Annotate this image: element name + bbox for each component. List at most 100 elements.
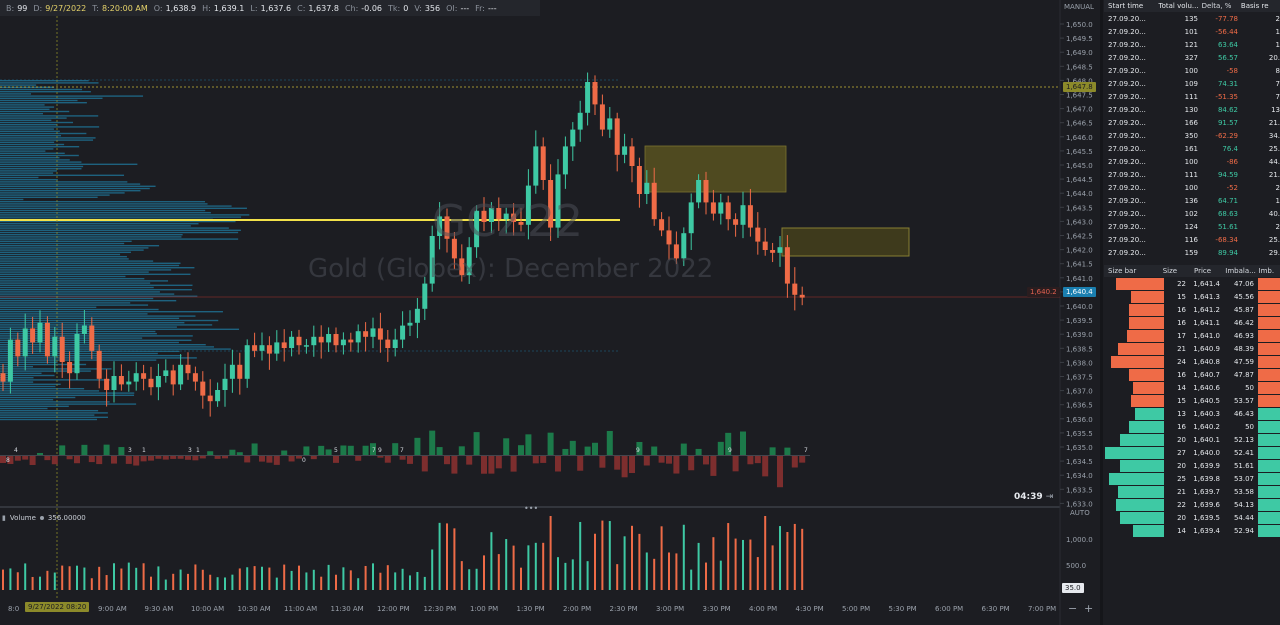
candle-body[interactable]	[644, 182, 650, 194]
dom-row[interactable]: 22 1,639.6 54.13	[1104, 498, 1280, 511]
candle-body[interactable]	[407, 322, 413, 326]
candle-body[interactable]	[703, 180, 709, 203]
candle-body[interactable]	[392, 339, 398, 348]
candle-body[interactable]	[326, 334, 332, 343]
candle-body[interactable]	[303, 345, 309, 347]
candle-body[interactable]	[718, 202, 724, 214]
candle-body[interactable]	[570, 129, 576, 147]
candle-body[interactable]	[96, 350, 102, 379]
cluster-row[interactable]: 27.09.20... 116 -68.34 25.	[1104, 233, 1280, 246]
cluster-row[interactable]: 27.09.20... 101 -56.44 1	[1104, 25, 1280, 38]
candle-body[interactable]	[133, 373, 139, 382]
candle-body[interactable]	[496, 208, 502, 220]
candle-body[interactable]	[7, 339, 13, 382]
candle-body[interactable]	[577, 112, 583, 130]
candle-body[interactable]	[481, 210, 487, 222]
auto-scale-button[interactable]: AUTO	[1070, 509, 1090, 517]
candle-body[interactable]	[118, 376, 124, 385]
candle-body[interactable]	[792, 283, 798, 295]
cluster-row[interactable]: 27.09.20... 100 -86 44.	[1104, 155, 1280, 168]
poc-line[interactable]	[0, 219, 620, 221]
candle-body[interactable]	[22, 328, 28, 357]
candle-body[interactable]	[244, 345, 250, 379]
candle-body[interactable]	[799, 294, 805, 298]
candle-body[interactable]	[148, 378, 154, 388]
candle-body[interactable]	[400, 325, 406, 340]
dom-row[interactable]: 20 1,639.5 54.44	[1104, 511, 1280, 524]
candle-body[interactable]	[222, 378, 228, 390]
candle-body[interactable]	[259, 345, 265, 351]
candle-body[interactable]	[229, 364, 235, 379]
candle-body[interactable]	[459, 258, 465, 276]
dom-row[interactable]: 16 1,641.1 46.42	[1104, 316, 1280, 329]
candle-body[interactable]	[725, 202, 731, 220]
candle-body[interactable]	[451, 238, 457, 259]
candle-body[interactable]	[89, 325, 95, 351]
candle-body[interactable]	[437, 216, 443, 236]
cluster-row[interactable]: 27.09.20... 100 -58 8	[1104, 64, 1280, 77]
candle-body[interactable]	[207, 395, 213, 402]
candle-body[interactable]	[585, 82, 591, 113]
candle-body[interactable]	[340, 339, 346, 346]
candle-body[interactable]	[429, 236, 435, 284]
col-size-bar[interactable]: Size bar	[1108, 267, 1137, 275]
candle-body[interactable]	[74, 334, 80, 374]
candle-body[interactable]	[614, 118, 620, 155]
candle-body[interactable]	[525, 185, 531, 225]
candle-body[interactable]	[155, 376, 161, 388]
zoom-out-button[interactable]: −	[1068, 602, 1078, 615]
dom-row[interactable]: 17 1,641.0 46.93	[1104, 329, 1280, 342]
candle-body[interactable]	[607, 118, 613, 130]
candle-body[interactable]	[740, 205, 746, 225]
price-chart[interactable]: ••• 4 3 1 3 1 5 7 9 7 9 9 78 0 1,650.01,649.51,649.0…	[0, 0, 1100, 625]
candle-body[interactable]	[784, 247, 790, 284]
candle-body[interactable]	[666, 230, 672, 245]
candle-body[interactable]	[540, 146, 546, 180]
col-delta[interactable]: Delta, %	[1201, 2, 1232, 10]
cluster-row[interactable]: 27.09.20... 121 63.64 1	[1104, 38, 1280, 51]
dom-row[interactable]: 16 1,640.7 47.87	[1104, 368, 1280, 381]
col-total-volume[interactable]: Total volu...	[1158, 2, 1198, 10]
candle-body[interactable]	[252, 345, 258, 351]
candle-body[interactable]	[385, 339, 391, 348]
candle-body[interactable]	[0, 373, 6, 382]
panel-divider[interactable]	[1100, 0, 1103, 625]
candle-body[interactable]	[555, 174, 561, 228]
candle-body[interactable]	[592, 82, 598, 105]
dom-row[interactable]: 20 1,640.1 52.13	[1104, 433, 1280, 446]
candle-body[interactable]	[355, 331, 361, 343]
supply-zone[interactable]	[644, 145, 787, 193]
candle-body[interactable]	[733, 219, 739, 225]
candle-body[interactable]	[281, 342, 287, 348]
candle-body[interactable]	[163, 370, 169, 376]
candle-body[interactable]	[518, 222, 524, 225]
candle-body[interactable]	[696, 180, 702, 203]
candle-body[interactable]	[755, 227, 761, 242]
candle-body[interactable]	[170, 370, 176, 385]
dom-row[interactable]: 24 1,640.8 47.59	[1104, 355, 1280, 368]
cluster-row[interactable]: 27.09.20... 109 74.31 7	[1104, 77, 1280, 90]
candle-body[interactable]	[488, 208, 494, 222]
candle-body[interactable]	[622, 146, 628, 155]
candle-body[interactable]	[377, 328, 383, 340]
dom-row[interactable]: 21 1,640.9 48.39	[1104, 342, 1280, 355]
cluster-row[interactable]: 27.09.20... 136 64.71 1	[1104, 194, 1280, 207]
dom-row[interactable]: 22 1,641.4 47.06	[1104, 277, 1280, 290]
candle-body[interactable]	[333, 334, 339, 346]
candle-body[interactable]	[777, 247, 783, 253]
scale-mode-button[interactable]: MANUAL	[1064, 3, 1094, 11]
candle-body[interactable]	[200, 381, 206, 396]
candle-body[interactable]	[296, 336, 302, 346]
candle-body[interactable]	[266, 345, 272, 354]
cluster-row[interactable]: 27.09.20... 124 51.61 2	[1104, 220, 1280, 233]
col-imbalance[interactable]: Imbala...	[1225, 267, 1256, 275]
cluster-row[interactable]: 27.09.20... 111 94.59 21.	[1104, 168, 1280, 181]
candle-body[interactable]	[37, 322, 43, 343]
candle-body[interactable]	[30, 328, 36, 343]
candle-body[interactable]	[562, 146, 568, 175]
candle-body[interactable]	[681, 233, 687, 259]
candle-body[interactable]	[52, 336, 58, 357]
cluster-row[interactable]: 27.09.20... 111 -51.35 7	[1104, 90, 1280, 103]
dom-row[interactable]: 15 1,641.3 45.56	[1104, 290, 1280, 303]
col-size[interactable]: Size	[1162, 267, 1178, 275]
